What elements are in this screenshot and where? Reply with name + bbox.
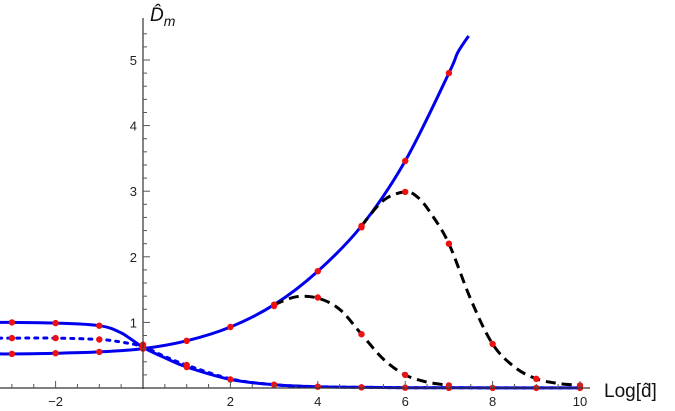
x-tick-label: 6 <box>402 394 409 409</box>
series-line-5-dashed <box>360 190 581 387</box>
y-tick-label: 5 <box>130 53 137 68</box>
data-point-marker <box>96 348 103 356</box>
data-point-marker <box>227 323 234 331</box>
x-tick-label: 4 <box>314 394 321 409</box>
x-tick-label: 10 <box>573 394 587 409</box>
data-point-marker <box>183 337 190 344</box>
data-point-marker <box>533 375 540 382</box>
y-axis-title: D̂m <box>150 4 176 29</box>
data-point-marker <box>314 268 321 275</box>
data-point-marker <box>96 336 103 343</box>
data-point-marker <box>489 340 496 348</box>
x-tick-label: −2 <box>48 394 63 409</box>
marker-layer <box>8 69 584 392</box>
series-line-4-dashed <box>273 294 450 387</box>
data-point-marker <box>183 363 190 371</box>
data-point-marker <box>270 302 278 310</box>
data-point-marker <box>358 224 365 231</box>
series-line-2-solid <box>0 320 580 390</box>
data-point-marker <box>8 334 16 342</box>
y-tick-label: 4 <box>130 119 137 134</box>
axes-layer <box>0 18 590 389</box>
data-point-marker <box>402 188 409 196</box>
data-point-marker <box>52 350 59 357</box>
x-tick-label: 2 <box>227 394 234 409</box>
data-point-marker <box>445 69 453 77</box>
data-point-marker <box>52 319 59 327</box>
data-point-marker <box>314 294 321 301</box>
series-layer <box>0 35 582 390</box>
data-point-marker <box>52 334 59 342</box>
data-point-marker <box>96 322 103 329</box>
x-tick-label: 8 <box>489 394 496 409</box>
y-tick-label: 2 <box>130 250 137 265</box>
y-tick-label: 3 <box>130 184 137 199</box>
data-point-marker <box>8 350 16 358</box>
data-point-marker <box>402 157 409 165</box>
data-point-marker <box>445 240 453 247</box>
data-point-marker <box>358 331 365 338</box>
data-point-marker <box>227 376 234 383</box>
data-point-marker <box>402 371 409 379</box>
y-tick-label: 1 <box>130 315 137 330</box>
series-line-1-solid <box>0 35 470 356</box>
x-axis-title: Log[d̂] <box>604 381 657 402</box>
data-point-marker <box>8 319 16 326</box>
